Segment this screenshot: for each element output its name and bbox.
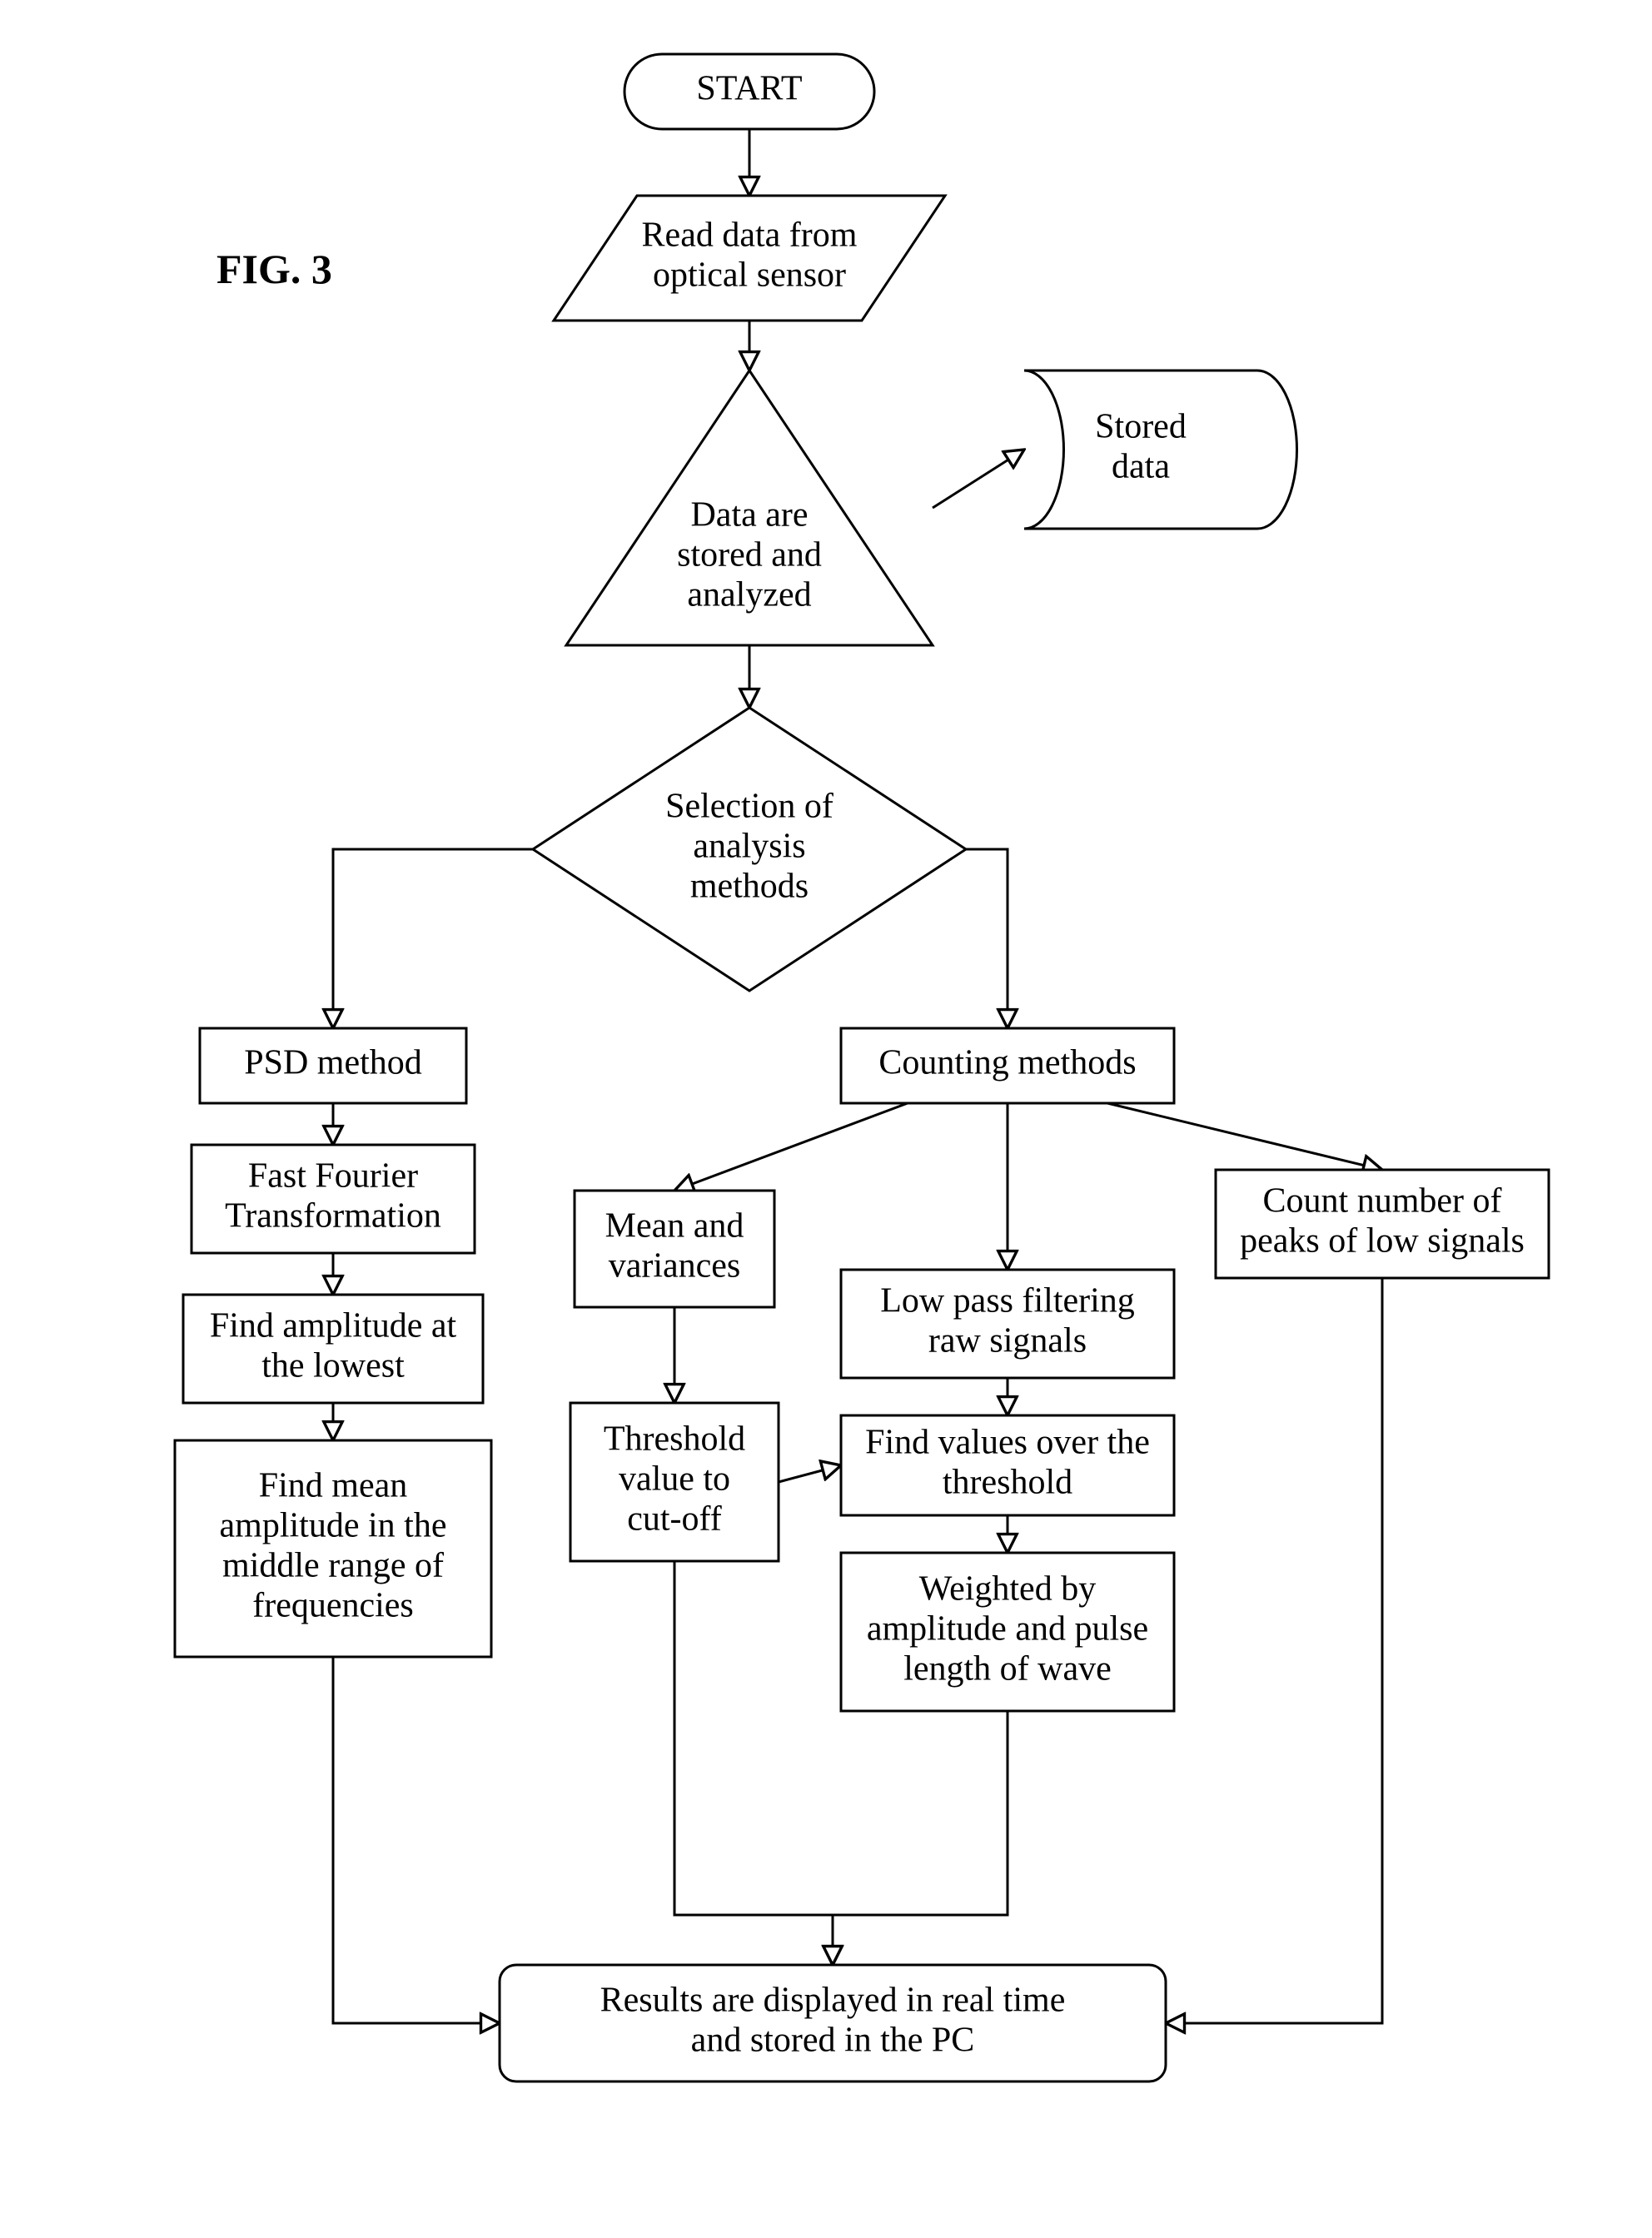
node-text: middle range of <box>222 1547 444 1585</box>
node-threshold: Thresholdvalue tocut-off <box>570 1403 779 1561</box>
node-text: analysis <box>693 828 805 866</box>
node-text: Find values over the <box>865 1424 1150 1462</box>
node-text: Find amplitude at <box>210 1307 457 1345</box>
node-text: amplitude in the <box>220 1507 447 1545</box>
node-counting: Counting methods <box>841 1028 1174 1103</box>
nodes: START Read data fromoptical sensor Data ar… <box>175 54 1549 2081</box>
node-ampMid: Find meanamplitude in themiddle range of… <box>175 1440 491 1657</box>
node-text: the lowest <box>261 1347 405 1385</box>
node-fft: Fast FourierTransformation <box>192 1145 475 1253</box>
node-text: Find mean <box>259 1467 407 1505</box>
node-text: cut-off <box>627 1500 722 1539</box>
node-text: length of wave <box>903 1650 1112 1688</box>
node-text: PSD method <box>244 1044 422 1082</box>
node-text: Data are <box>690 496 808 535</box>
edge <box>1166 1278 1382 2023</box>
node-text: Read data from <box>642 216 858 255</box>
node-text: frequencies <box>252 1587 414 1625</box>
node-findover: Find values over thethreshold <box>841 1415 1174 1515</box>
node-text: Count number of <box>1263 1182 1502 1221</box>
edge <box>966 849 1008 1028</box>
edge <box>779 1465 841 1482</box>
node-text: optical sensor <box>653 256 846 295</box>
node-text: Mean and <box>605 1207 744 1246</box>
node-text: Fast Fourier <box>248 1157 418 1196</box>
edge <box>833 1711 1008 1965</box>
node-text: variances <box>609 1247 741 1286</box>
node-text: Threshold <box>604 1420 745 1459</box>
node-text: Selection of <box>665 788 833 826</box>
node-ampLow: Find amplitude atthe lowest <box>183 1295 483 1403</box>
node-text: data <box>1112 448 1170 486</box>
node-countpeaks: Count number ofpeaks of low signals <box>1216 1170 1549 1278</box>
node-lowpass: Low pass filteringraw signals <box>841 1270 1174 1378</box>
node-weighted: Weighted byamplitude and pulselength of … <box>841 1553 1174 1711</box>
node-text: threshold <box>943 1464 1072 1502</box>
node-read: Read data fromoptical sensor <box>554 196 945 321</box>
node-text: analyzed <box>687 576 811 614</box>
node-text: amplitude and pulse <box>867 1610 1148 1649</box>
node-text: START <box>696 70 802 108</box>
node-text: and stored in the PC <box>691 2022 975 2060</box>
edge <box>933 450 1024 508</box>
node-select: Selection ofanalysismethods <box>533 708 966 991</box>
node-psd: PSD method <box>200 1028 466 1103</box>
node-text: Counting methods <box>878 1044 1136 1082</box>
node-stored: Storeddata <box>1024 371 1297 529</box>
node-text: Stored <box>1095 408 1187 446</box>
node-start: START <box>624 54 874 129</box>
node-text: value to <box>619 1460 730 1499</box>
edge <box>333 849 533 1028</box>
node-meanvar: Mean andvariances <box>575 1191 774 1307</box>
node-text: methods <box>690 868 809 906</box>
node-text: Weighted by <box>919 1570 1096 1609</box>
node-text: peaks of low signals <box>1240 1222 1525 1261</box>
edge <box>333 1657 500 2023</box>
node-text: stored and <box>677 536 822 574</box>
node-results: Results are displayed in real timeand st… <box>500 1965 1166 2081</box>
node-text: raw signals <box>928 1322 1087 1360</box>
edge <box>674 1561 833 1965</box>
figure-label: FIG. 3 <box>216 246 332 292</box>
node-analyze: Data arestored andanalyzed <box>566 371 933 645</box>
node-text: Low pass filtering <box>880 1282 1135 1320</box>
node-text: Results are displayed in real time <box>600 1982 1066 2020</box>
node-text: Transformation <box>225 1197 441 1236</box>
edge <box>1107 1103 1382 1170</box>
edge <box>674 1103 908 1191</box>
